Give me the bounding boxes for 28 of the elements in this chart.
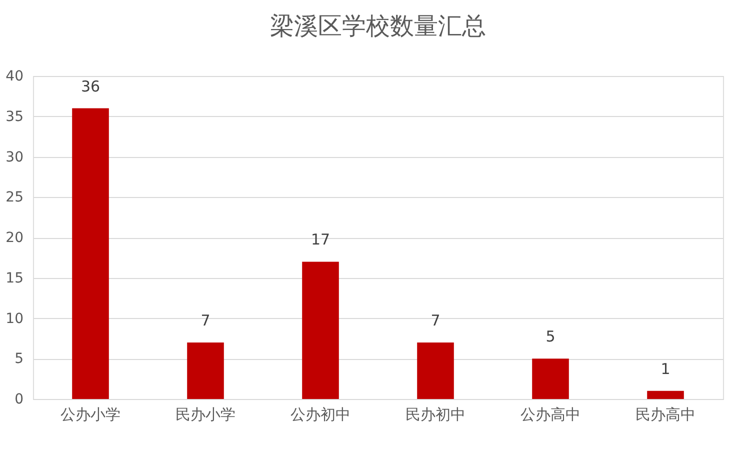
y-tick-label: 25 [6,190,24,206]
data-label: 5 [546,328,556,346]
bar [302,262,339,399]
y-tick-label: 0 [14,392,24,408]
y-tick-label: 40 [6,68,24,84]
data-label: 36 [80,77,100,96]
bar [647,390,684,399]
data-label: 17 [310,230,330,249]
y-tick-label: 30 [6,149,24,166]
bar [417,342,454,399]
y-tick-label: 5 [14,351,24,368]
x-tick-label: 公办高中 [520,406,580,424]
x-tick-label: 公办初中 [290,406,350,424]
x-tick-label: 民办初中 [406,406,466,424]
data-label: 7 [430,311,440,330]
data-label: 1 [660,360,670,378]
chart-title: 梁溪区学校数量汇总 [270,12,486,40]
bar [187,342,224,399]
bar [532,358,569,399]
y-tick-label: 10 [6,310,24,327]
y-tick-label: 15 [6,270,24,286]
x-tick-label: 民办高中 [636,406,696,424]
x-tick-label: 公办小学 [60,406,120,424]
y-tick-label: 20 [6,230,24,246]
x-tick-label: 民办小学 [176,406,236,424]
bar [72,108,109,399]
data-label: 7 [200,311,210,330]
y-tick-label: 35 [6,108,24,125]
